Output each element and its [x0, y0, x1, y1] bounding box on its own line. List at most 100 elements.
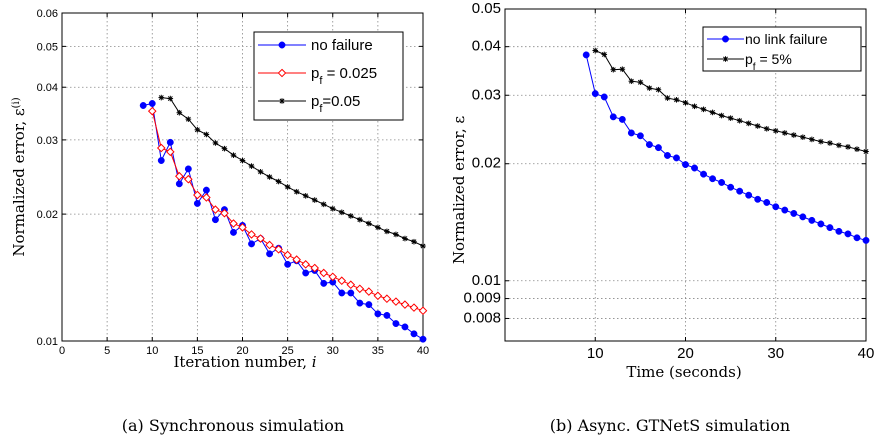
data-point	[691, 103, 698, 110]
data-point	[673, 154, 680, 162]
star-stroke	[592, 48, 598, 53]
star-stroke	[285, 184, 291, 190]
data-point	[682, 161, 689, 169]
data-point	[409, 303, 419, 312]
data-point	[184, 174, 193, 184]
series-line	[585, 54, 867, 241]
data-point	[193, 199, 201, 207]
star-stroke	[240, 158, 245, 163]
data-point	[682, 99, 689, 106]
y-tick-label: 0.01	[472, 272, 501, 289]
data-point	[319, 268, 329, 278]
data-point	[337, 276, 347, 286]
series-3	[158, 94, 426, 249]
data-point	[292, 255, 301, 264]
x-tick-label: 15	[191, 345, 203, 357]
y-tick-label: 0.009	[463, 290, 501, 307]
data-point	[347, 289, 355, 297]
data-point	[175, 171, 184, 181]
data-point	[582, 51, 590, 59]
y-tick-label: 0.05	[472, 0, 501, 17]
data-point	[221, 145, 228, 152]
data-point	[799, 213, 807, 221]
data-point	[781, 206, 789, 214]
data-point	[275, 178, 282, 185]
y-tick-label: 0.01	[37, 336, 58, 348]
star-stroke	[791, 132, 797, 138]
data-point	[411, 238, 417, 245]
data-point	[836, 142, 842, 149]
star-stroke	[637, 79, 643, 85]
x-tick-label: 25	[282, 345, 294, 357]
data-point	[230, 228, 237, 236]
star-stroke	[294, 189, 300, 195]
data-point	[862, 236, 870, 244]
data-point	[691, 164, 698, 172]
x-tick-label: 35	[372, 345, 384, 357]
star-stroke	[176, 110, 182, 116]
y-axis-label: Normalized error, ε(i)	[10, 97, 28, 256]
data-point	[700, 170, 707, 178]
star-stroke	[674, 97, 679, 103]
star-stroke	[800, 134, 806, 140]
data-point	[185, 116, 192, 122]
star-stroke	[203, 132, 209, 137]
star-stroke	[610, 67, 616, 73]
data-point	[645, 141, 653, 149]
chart-async: 10 20 30 40 0.0080.0090.010.020.030.040.05 …	[450, 0, 874, 435]
data-point	[709, 109, 716, 116]
data-point	[203, 131, 210, 138]
star-stroke	[167, 96, 173, 102]
data-point	[301, 260, 310, 269]
data-point	[284, 184, 291, 190]
data-point	[148, 100, 156, 107]
data-point	[664, 152, 671, 159]
data-point	[266, 250, 274, 258]
data-point	[736, 187, 744, 195]
data-point	[628, 78, 635, 85]
star-stroke	[863, 149, 869, 154]
x-axis-label: Time (seconds)	[626, 363, 741, 381]
data-point	[646, 85, 653, 91]
data-point	[610, 66, 617, 73]
x-tick-label: 0	[59, 345, 65, 357]
star-stroke	[384, 228, 390, 234]
x-tick-label: 10	[587, 345, 604, 362]
data-point	[754, 195, 762, 203]
star-stroke	[836, 142, 842, 148]
series-group	[139, 94, 428, 343]
caption: (b) Async. GTNetS simulation	[550, 416, 790, 435]
data-point	[158, 94, 165, 101]
data-point	[854, 146, 860, 152]
data-point	[618, 115, 626, 123]
chart-synchronous: 0 5 10 15 20 25 30 35 40 0.010.020.030.040.050.0…	[10, 8, 429, 435]
star-stroke	[420, 243, 426, 249]
data-point	[274, 245, 283, 254]
data-point	[727, 183, 735, 191]
data-point	[664, 95, 671, 101]
star-stroke	[737, 118, 743, 124]
data-point	[211, 216, 219, 224]
data-point	[844, 230, 852, 238]
star-stroke	[601, 52, 607, 57]
data-point	[193, 190, 202, 200]
data-point	[827, 140, 833, 146]
data-point	[392, 320, 400, 328]
star-stroke	[375, 224, 381, 230]
data-point	[194, 126, 201, 133]
star-stroke	[710, 109, 716, 115]
data-point	[373, 291, 383, 301]
data-point	[591, 90, 599, 98]
legend-entry: no failure	[258, 37, 373, 54]
data-point	[863, 148, 869, 155]
y-tick-label: 0.05	[37, 41, 58, 53]
data-point	[284, 260, 292, 268]
legend-entry: pf = 5%	[707, 51, 792, 73]
data-point	[627, 129, 635, 137]
star-stroke	[366, 221, 372, 226]
data-point	[277, 68, 287, 78]
x-tick-label: 20	[236, 345, 248, 357]
y-tick-label: 0.04	[472, 38, 501, 55]
